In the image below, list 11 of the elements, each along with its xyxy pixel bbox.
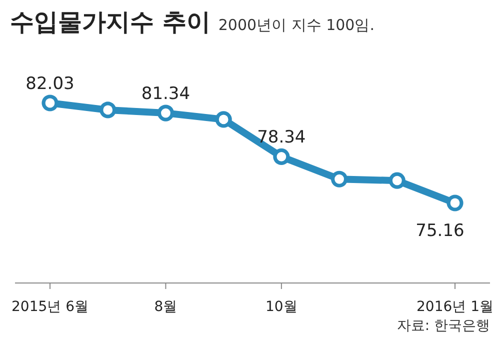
data-label: 82.03 [26, 74, 74, 94]
chart-title: 수입물가지수 추이 [10, 8, 210, 36]
x-tick-label: 8월 [154, 299, 178, 315]
data-label: 75.16 [416, 221, 464, 241]
x-tick-label: 2016년 1월 [416, 299, 494, 315]
data-label: 78.34 [257, 128, 306, 148]
x-tick-label: 2015년 6월 [12, 299, 88, 315]
data-label: 81.34 [141, 84, 190, 104]
text: 자료: 한국은행 [396, 318, 490, 334]
x-tick-label: 10월 [266, 299, 298, 315]
chart-subtitle: 2000년이 지수 100임. [218, 16, 374, 34]
